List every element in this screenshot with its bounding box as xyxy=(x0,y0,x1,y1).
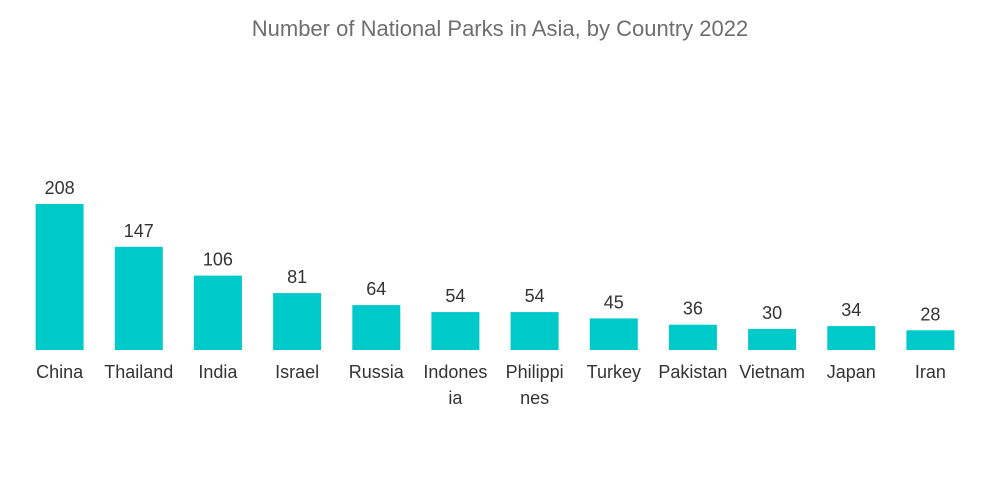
value-label-china: 208 xyxy=(45,178,75,198)
value-label-philippines: 54 xyxy=(525,286,545,306)
value-label-vietnam: 30 xyxy=(762,303,782,323)
bars-group xyxy=(35,204,955,350)
bar-japan xyxy=(827,326,876,350)
value-label-turkey: 45 xyxy=(604,292,624,312)
category-label-russia: Russia xyxy=(349,362,405,382)
bar-india xyxy=(193,275,242,350)
value-label-russia: 64 xyxy=(366,279,386,299)
category-label-pakistan: Pakistan xyxy=(658,362,727,382)
category-label-china: China xyxy=(36,362,84,382)
bar-iran xyxy=(906,330,955,350)
value-label-india: 106 xyxy=(203,250,233,270)
value-label-pakistan: 36 xyxy=(683,299,703,319)
value-label-israel: 81 xyxy=(287,267,307,287)
bar-pakistan xyxy=(668,324,717,350)
bar-israel xyxy=(273,293,322,350)
bar-china xyxy=(35,204,84,350)
bar-thailand xyxy=(114,246,163,350)
category-label-iran: Iran xyxy=(915,362,946,382)
category-label-thailand: Thailand xyxy=(104,362,173,382)
category-label-india: India xyxy=(198,362,238,382)
value-label-japan: 34 xyxy=(841,300,861,320)
bar-turkey xyxy=(589,318,638,350)
bar-vietnam xyxy=(748,328,797,350)
bar-indonesia xyxy=(431,312,480,350)
value-label-iran: 28 xyxy=(920,304,940,324)
category-labels-group: China Thailand India Israel Russia Indones ia P… xyxy=(36,362,946,408)
category-label-vietnam: Vietnam xyxy=(739,362,805,382)
value-label-indonesia: 54 xyxy=(445,286,465,306)
category-label-philippines: Philippi nes xyxy=(506,362,564,408)
bar-philippines xyxy=(510,312,559,350)
value-labels-group: 208 147 106 81 64 54 54 45 36 30 34 28 xyxy=(45,178,941,324)
bar-russia xyxy=(352,305,401,350)
category-label-indonesia: Indones ia xyxy=(423,362,487,408)
category-label-turkey: Turkey xyxy=(587,362,641,382)
value-label-thailand: 147 xyxy=(124,221,154,241)
chart-title: Number of National Parks in Asia, by Cou… xyxy=(251,16,749,41)
category-label-japan: Japan xyxy=(827,362,876,382)
category-label-israel: Israel xyxy=(275,362,319,382)
